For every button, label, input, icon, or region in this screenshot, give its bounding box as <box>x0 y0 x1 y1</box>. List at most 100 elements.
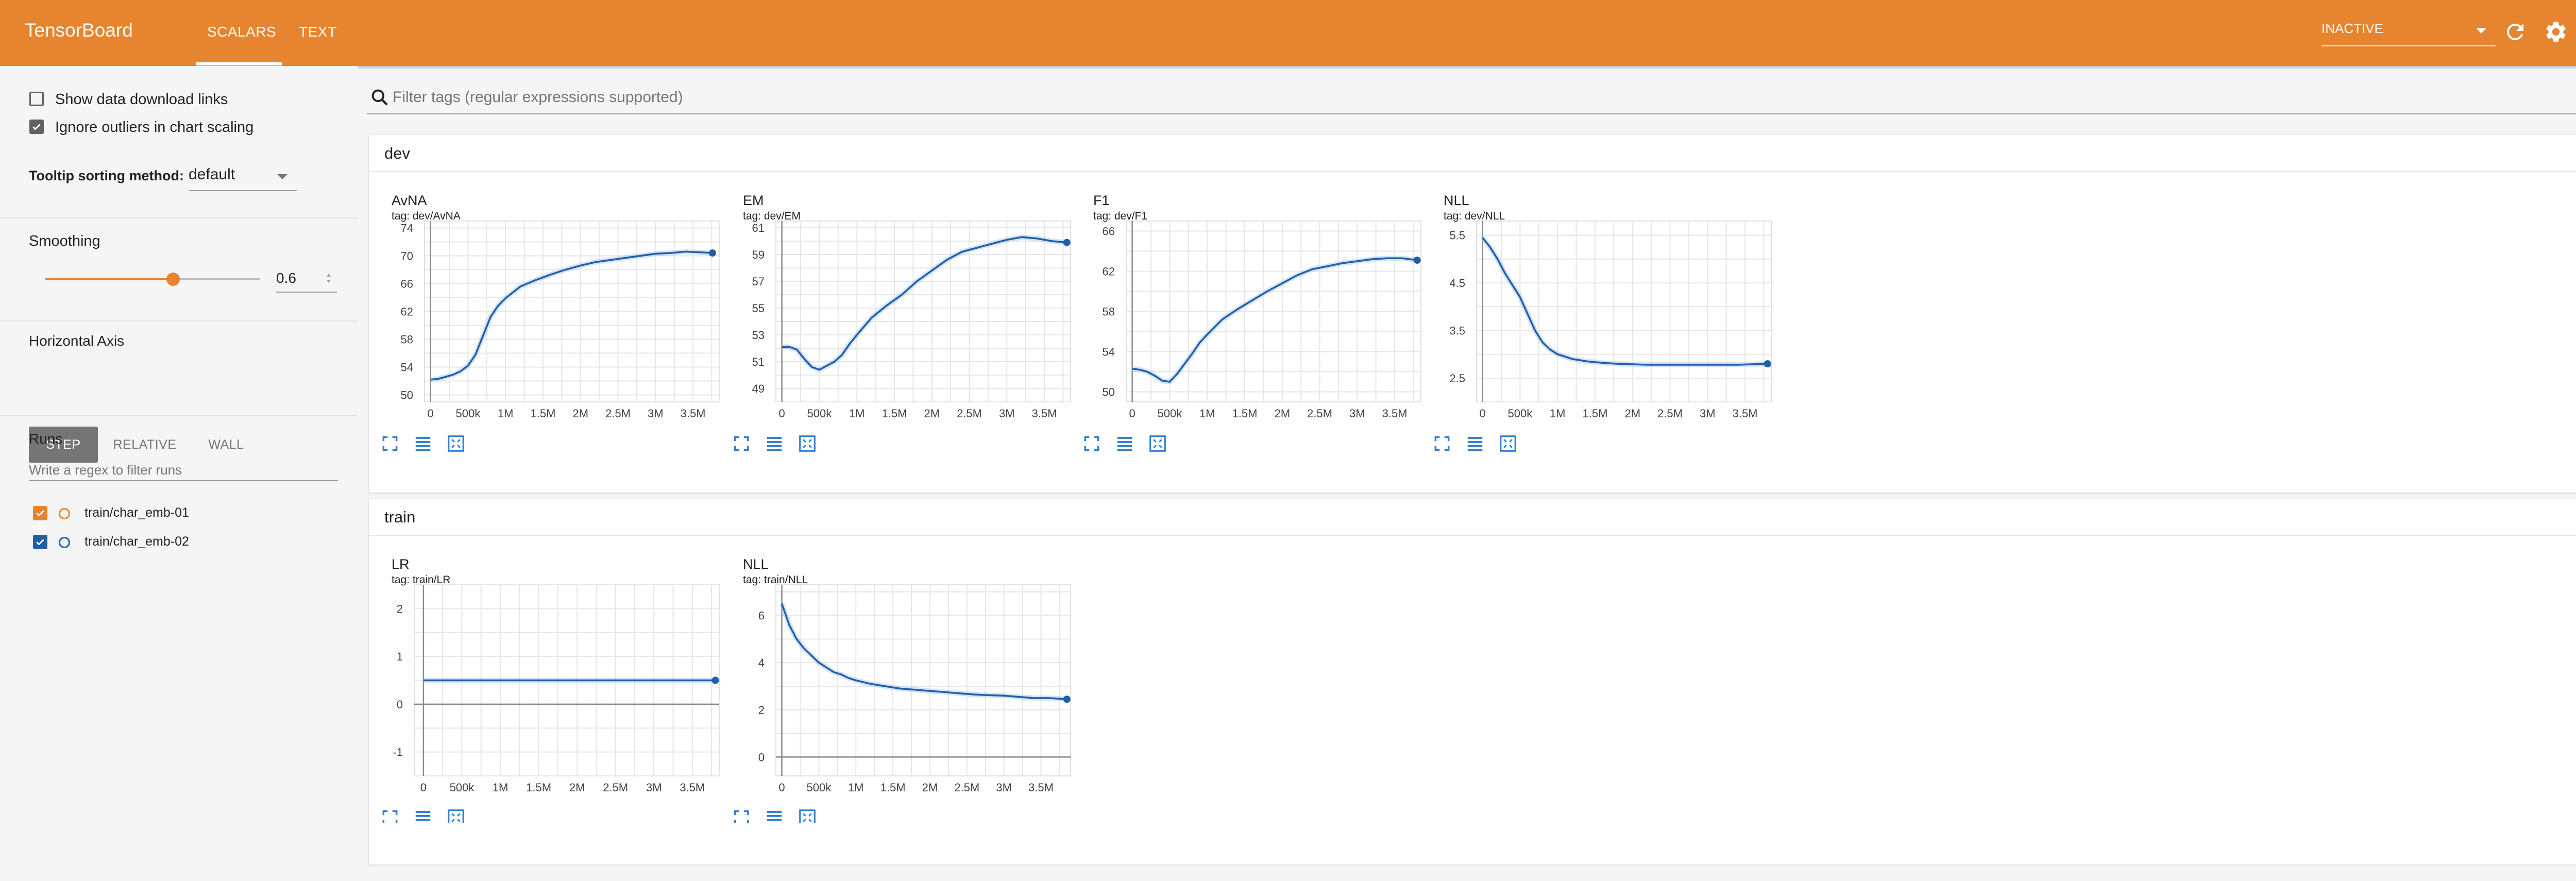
chart-title: NLL <box>743 556 769 572</box>
toggle-log-scale-icon[interactable] <box>767 437 782 451</box>
fullscreen-icon[interactable] <box>734 436 749 451</box>
chevron-down-icon <box>2476 28 2486 33</box>
settings-icon[interactable] <box>2544 20 2568 44</box>
chart-plot[interactable]: 0 500k 1M 1.5M 2M 2.5M 3M 3.5M -1 0 1 2 <box>373 535 723 823</box>
fit-domain-icon[interactable] <box>799 435 816 452</box>
toggle-log-scale-icon[interactable] <box>415 811 431 823</box>
toggle-log-scale-icon[interactable] <box>1117 437 1132 451</box>
fullscreen-icon[interactable] <box>1434 436 1450 451</box>
checkmark-icon <box>32 124 41 130</box>
toggle-log-scale-icon[interactable] <box>767 811 782 823</box>
section-header[interactable]: train 2 <box>369 499 2576 536</box>
fullscreen-icon[interactable] <box>382 810 398 823</box>
y-tick-label: 5.5 <box>1449 229 1465 242</box>
fullscreen-icon[interactable] <box>382 436 398 451</box>
x-tick-label: 3.5M <box>680 781 705 794</box>
series-last-point <box>1063 239 1071 246</box>
checkmark-icon <box>36 510 44 517</box>
top-app-bar: TensorBoard SCALARS TEXT INACTIVE <box>0 0 2576 66</box>
runs-filter-input[interactable] <box>29 460 338 481</box>
x-tick-label: 2.5M <box>605 407 631 420</box>
y-tick-label: 3.5 <box>1449 324 1465 337</box>
smoothing-value: 0.6 <box>276 270 296 286</box>
chart-tag: tag: dev/EM <box>743 210 801 222</box>
run-checkbox[interactable] <box>33 535 47 549</box>
x-tick-label: 500k <box>1158 407 1183 420</box>
section-header[interactable]: dev 4 <box>369 135 2576 172</box>
axis-wall-button[interactable]: WALL <box>208 437 244 452</box>
x-tick-label: 500k <box>456 407 481 420</box>
tab-scalars[interactable]: SCALARS <box>207 24 277 40</box>
slider-thumb[interactable] <box>166 273 180 286</box>
section-title: dev <box>384 144 410 162</box>
y-tick-label: 62 <box>401 306 413 318</box>
run-color-radio[interactable] <box>59 537 70 548</box>
y-tick-label: 53 <box>752 329 765 342</box>
x-tick-label: 3.5M <box>1028 781 1054 794</box>
show-download-links-label: Show data download links <box>55 91 228 108</box>
fullscreen-icon[interactable] <box>734 810 749 823</box>
refresh-icon[interactable] <box>2503 20 2528 44</box>
tooltip-sorting-label: Tooltip sorting method: <box>29 168 184 183</box>
chart-plot[interactable]: 0 500k 1M 1.5M 2M 2.5M 3M 3.5M 0 2 4 6 <box>724 535 1075 823</box>
y-tick-label: 49 <box>752 382 765 395</box>
x-tick-label: 3M <box>646 781 662 794</box>
y-tick-label: 50 <box>1103 386 1115 399</box>
axis-relative-button[interactable]: RELATIVE <box>113 437 177 452</box>
series-last-point <box>1413 257 1421 264</box>
series-last-point <box>1764 360 1771 368</box>
y-tick-label: 62 <box>1103 265 1115 278</box>
y-tick-label: 54 <box>1103 346 1115 359</box>
run-checkbox[interactable] <box>33 506 47 520</box>
x-tick-label: 1.5M <box>531 407 556 420</box>
chart-title: EM <box>743 193 764 208</box>
chart-plot[interactable]: 0 500k 1M 1.5M 2M 2.5M 3M 3.5M 49 51 53 55 57 59 61 <box>724 171 1075 460</box>
chart-plot[interactable]: 0 500k 1M 1.5M 2M 2.5M 3M 3.5M 50 54 58 62 66 <box>1075 171 1425 460</box>
x-tick-label: 2M <box>1624 407 1640 420</box>
chart-card: F1 tag: dev/F1 0 500k 1M 1.5M 2M 2.5M 3M 3.5M 50 54… <box>1075 171 1425 490</box>
tab-text[interactable]: TEXT <box>299 24 337 40</box>
spinner-icon[interactable] <box>326 272 332 285</box>
ignore-outliers-checkbox[interactable] <box>29 120 44 134</box>
fit-domain-icon[interactable] <box>448 809 464 823</box>
chart-card: LR tag: train/LR 0 500k 1M 1.5M 2M 2.5M 3M 3.5M -1… <box>373 535 723 854</box>
fit-domain-icon[interactable] <box>448 435 464 452</box>
y-tick-label: 2 <box>758 704 765 717</box>
x-tick-label: 1M <box>493 781 509 794</box>
x-tick-label: 2.5M <box>954 781 979 794</box>
y-tick-label: 55 <box>752 302 765 315</box>
fit-domain-icon[interactable] <box>799 809 816 823</box>
toggle-log-scale-icon[interactable] <box>415 437 431 451</box>
x-tick-label: 3M <box>996 781 1012 794</box>
y-tick-label: 74 <box>401 222 413 235</box>
x-tick-label: 1M <box>1199 407 1215 420</box>
fit-domain-icon[interactable] <box>1500 435 1516 452</box>
x-tick-label: 1.5M <box>1232 407 1258 420</box>
series-last-point <box>711 676 719 684</box>
checkmark-icon <box>36 539 44 546</box>
tag-filter-input[interactable] <box>393 86 1320 109</box>
axis-step-button[interactable]: STEP <box>29 427 98 463</box>
show-download-links-checkbox[interactable] <box>29 92 44 106</box>
run-color-radio[interactable] <box>59 508 70 519</box>
toggle-log-scale-icon[interactable] <box>1467 437 1483 451</box>
fit-domain-icon[interactable] <box>1149 435 1166 452</box>
y-tick-label: 66 <box>1103 225 1115 238</box>
y-tick-label: 70 <box>401 250 413 263</box>
series-last-point <box>1063 696 1071 703</box>
chart-card: NLL tag: train/NLL 0 500k 1M 1.5M 2M 2.5M 3M 3.5M… <box>724 535 1075 854</box>
fullscreen-icon[interactable] <box>1084 436 1099 451</box>
smoothing-underline <box>276 292 337 293</box>
smoothing-label: Smoothing <box>29 233 100 249</box>
active-tab-indicator <box>196 62 282 65</box>
chart-plot[interactable]: 0 500k 1M 1.5M 2M 2.5M 3M 3.5M 50 54 58 62 66 70 74 <box>373 171 723 460</box>
chart-card: EM tag: dev/EM 0 500k 1M 1.5M 2M 2.5M 3M 3.5M 49 51… <box>724 171 1075 490</box>
y-tick-label: 61 <box>752 222 765 234</box>
x-tick-label: 2M <box>569 781 585 794</box>
x-tick-label: 3M <box>1349 407 1365 420</box>
tooltip-sorting-value: default <box>189 166 235 183</box>
y-tick-label: 57 <box>752 275 765 288</box>
chart-plot[interactable]: 0 500k 1M 1.5M 2M 2.5M 3M 3.5M 2.5 3.5 4.5 5.5 <box>1425 171 1775 460</box>
x-tick-label: 3M <box>648 407 664 420</box>
tag-filter-underline <box>367 113 2576 114</box>
